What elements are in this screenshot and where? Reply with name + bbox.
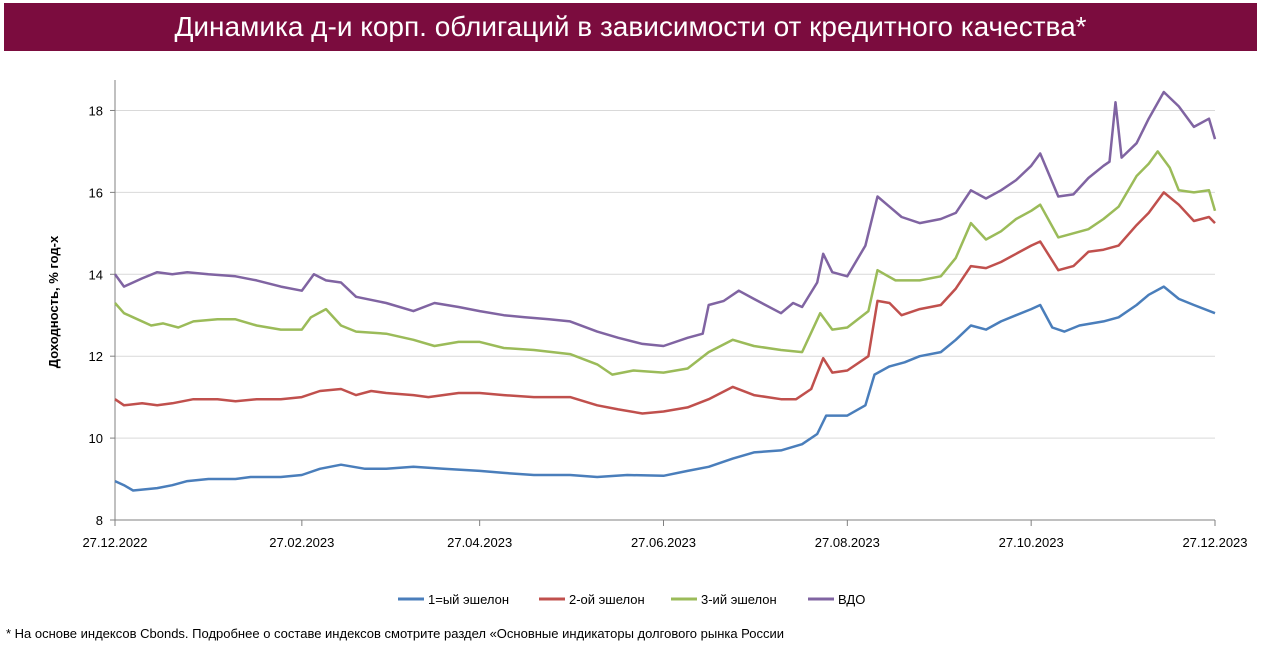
x-tick-label: 27.12.2022 bbox=[82, 535, 147, 550]
axes bbox=[110, 80, 1216, 526]
series-line-4 bbox=[113, 90, 1217, 348]
y-tick-label: 8 bbox=[96, 513, 103, 528]
series-line-1 bbox=[114, 285, 1216, 492]
y-tick-label: 10 bbox=[89, 431, 103, 446]
legend-label: 2-ой эшелон bbox=[569, 592, 645, 607]
y-tick-label: 16 bbox=[89, 185, 103, 200]
chart-title: Динамика д-и корп. облигаций в зависимос… bbox=[4, 3, 1257, 51]
legend: 1=ый эшелон 2-ой эшелон 3-ий эшелон ВДО bbox=[398, 592, 865, 607]
x-tick-label: 27.12.2023 bbox=[1182, 535, 1247, 550]
line-chart: 8 10 12 14 16 18 27.12.2022 27.02.2023 27.04.202… bbox=[46, 80, 1248, 607]
series-line-3 bbox=[114, 150, 1217, 376]
y-tick-label: 12 bbox=[89, 349, 103, 364]
footnote: * На основе индексов Cbonds. Подробнее о… bbox=[6, 626, 785, 641]
x-tick-label: 27.06.2023 bbox=[631, 535, 696, 550]
legend-label: ВДО bbox=[838, 592, 865, 607]
x-tick-label: 27.10.2023 bbox=[999, 535, 1064, 550]
series-lines bbox=[113, 90, 1217, 492]
y-tick-label: 18 bbox=[89, 103, 103, 118]
x-tick-label: 27.08.2023 bbox=[815, 535, 880, 550]
x-tick-label: 27.02.2023 bbox=[269, 535, 334, 550]
tick-labels: 8 10 12 14 16 18 27.12.2022 27.02.2023 27.04.202… bbox=[82, 103, 1247, 550]
legend-label: 3-ий эшелон bbox=[701, 592, 777, 607]
x-tick-label: 27.04.2023 bbox=[447, 535, 512, 550]
gridlines bbox=[115, 109, 1215, 439]
y-tick-label: 14 bbox=[89, 267, 103, 282]
legend-label: 1=ый эшелон bbox=[428, 592, 509, 607]
series-line-2 bbox=[114, 191, 1216, 415]
y-axis-label: Доходность, % год-х bbox=[46, 235, 61, 368]
